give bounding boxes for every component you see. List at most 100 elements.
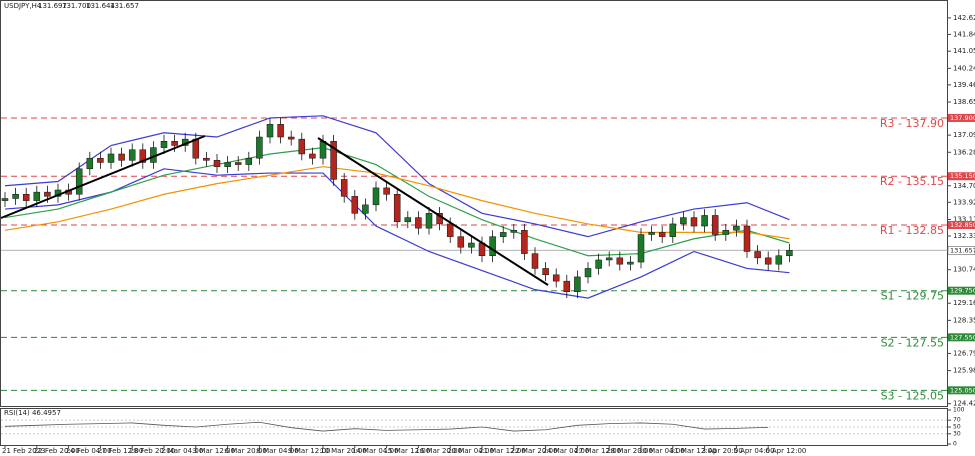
- candle-body: [574, 276, 581, 293]
- indicator-line: [4, 168, 790, 299]
- candle-body: [648, 232, 655, 235]
- x-tick-label: 9 Mar 12:00: [288, 447, 330, 455]
- candle-body: [107, 153, 115, 163]
- candle-body: [75, 168, 83, 195]
- candle-body: [658, 232, 666, 237]
- candle-body: [468, 242, 475, 248]
- current-price-tag: [947, 246, 975, 255]
- y-tick-label: 139.460: [953, 81, 975, 89]
- candle-body: [118, 153, 125, 161]
- rsi-tick-label: 100: [953, 407, 965, 414]
- header-high: 131.700: [62, 2, 91, 10]
- rsi-title: RSI(14) 46.4957: [4, 409, 61, 417]
- current-price-label: 131.657: [950, 246, 975, 254]
- level-tag-label: 137.900: [950, 114, 975, 122]
- x-tick-label: 27 Feb 12:00: [97, 447, 143, 455]
- candle-body: [160, 141, 168, 148]
- y-tick-label: 141.840: [953, 30, 975, 38]
- candle-body: [245, 157, 253, 165]
- x-tick-label: 24 Mar 04:00: [543, 447, 590, 455]
- candle-body: [277, 124, 284, 138]
- x-tick-label: 8 Mar 04:00: [256, 447, 298, 455]
- candle-body: [393, 193, 401, 223]
- x-tick-label: 3 Mar 12:00: [193, 447, 235, 455]
- y-tick-label: 129.160: [953, 299, 975, 307]
- candle-body: [499, 232, 507, 237]
- x-tick-label: 21 Mar 12:00: [479, 447, 526, 455]
- candle-body: [192, 138, 200, 159]
- trend-line: [317, 137, 549, 286]
- x-tick-label: 27 Mar 12:00: [574, 447, 621, 455]
- candle-body: [203, 157, 210, 161]
- candle-body: [542, 268, 549, 276]
- candle-body: [404, 217, 412, 223]
- level-tag-label: 125.050: [950, 386, 975, 394]
- x-tick-label: 6 Apr 12:00: [765, 447, 806, 455]
- candle-body: [1, 198, 9, 201]
- trend-line: [0, 135, 206, 219]
- candle-body: [510, 230, 518, 233]
- x-tick-label: 2 Mar 04:00: [161, 447, 203, 455]
- x-tick-label: 31 Mar 12:00: [670, 447, 717, 455]
- level-label: R3 - 137.90: [880, 117, 944, 130]
- indicator-line: [4, 147, 790, 257]
- candle-body: [754, 251, 761, 259]
- candle-body: [362, 204, 369, 214]
- candle-body: [637, 234, 645, 263]
- candle-body: [213, 160, 221, 167]
- candle-body: [340, 179, 348, 197]
- candle-body: [266, 124, 274, 138]
- candle-body: [669, 223, 677, 237]
- candle-body: [552, 274, 560, 282]
- candle-body: [97, 157, 104, 163]
- level-tag-label: 127.550: [950, 333, 975, 341]
- candle-body: [775, 255, 783, 265]
- candle-body: [584, 268, 592, 278]
- candle-body: [319, 141, 327, 159]
- x-tick-label: 22 Mar 20:00: [511, 447, 558, 455]
- candle-body: [701, 215, 708, 227]
- x-tick-label: 24 Feb 04:00: [66, 447, 112, 455]
- x-tick-label: 28 Feb 20:00: [129, 447, 175, 455]
- x-tick-label: 28 Mar 20:00: [606, 447, 653, 455]
- candle-body: [531, 253, 539, 269]
- x-tick-label: 3 Apr 20:00: [702, 447, 743, 455]
- candle-body: [595, 259, 602, 269]
- level-tag-label: 132.850: [950, 221, 975, 229]
- candle-body: [743, 225, 751, 252]
- y-tick-label: 130.740: [953, 266, 975, 274]
- candle-body: [298, 138, 306, 155]
- candle-body: [722, 230, 730, 235]
- candle-body: [372, 187, 380, 206]
- candle-body: [457, 236, 465, 248]
- x-tick-label: 10 Mar 20:00: [320, 447, 367, 455]
- header-low: 131.644: [86, 2, 115, 10]
- candle-body: [764, 257, 772, 265]
- y-tick-label: 125.980: [953, 367, 975, 375]
- header-close: 131.657: [110, 2, 139, 10]
- y-tick-label: 136.280: [953, 148, 975, 156]
- indicator-line: [4, 166, 790, 240]
- candle-body: [616, 257, 624, 265]
- candle-body: [415, 217, 422, 229]
- candle-body: [128, 149, 136, 161]
- y-tick-label: 132.330: [953, 232, 975, 240]
- x-tick-label: 21 Feb 2023: [2, 447, 46, 455]
- candle-body: [563, 280, 571, 293]
- candle-body: [330, 141, 337, 180]
- candle-body: [33, 191, 41, 201]
- x-tick-label: 14 Mar 04:00: [352, 447, 399, 455]
- y-tick-label: 141.050: [953, 47, 975, 55]
- candle-body: [711, 215, 719, 235]
- y-tick-label: 137.090: [953, 131, 975, 139]
- level-tag: [948, 286, 975, 295]
- x-tick-label: 15 Mar 12:00: [384, 447, 431, 455]
- candle-body: [489, 236, 496, 256]
- level-label: R1 - 132.85: [880, 224, 944, 237]
- level-label: R2 - 135.15: [880, 175, 944, 188]
- candle-body: [786, 250, 793, 256]
- x-tick-label: 22 Feb 20:00: [34, 447, 80, 455]
- rsi-tick-label: 70: [953, 417, 961, 424]
- header-open: 131.697: [38, 2, 67, 10]
- rsi-line: [4, 421, 769, 432]
